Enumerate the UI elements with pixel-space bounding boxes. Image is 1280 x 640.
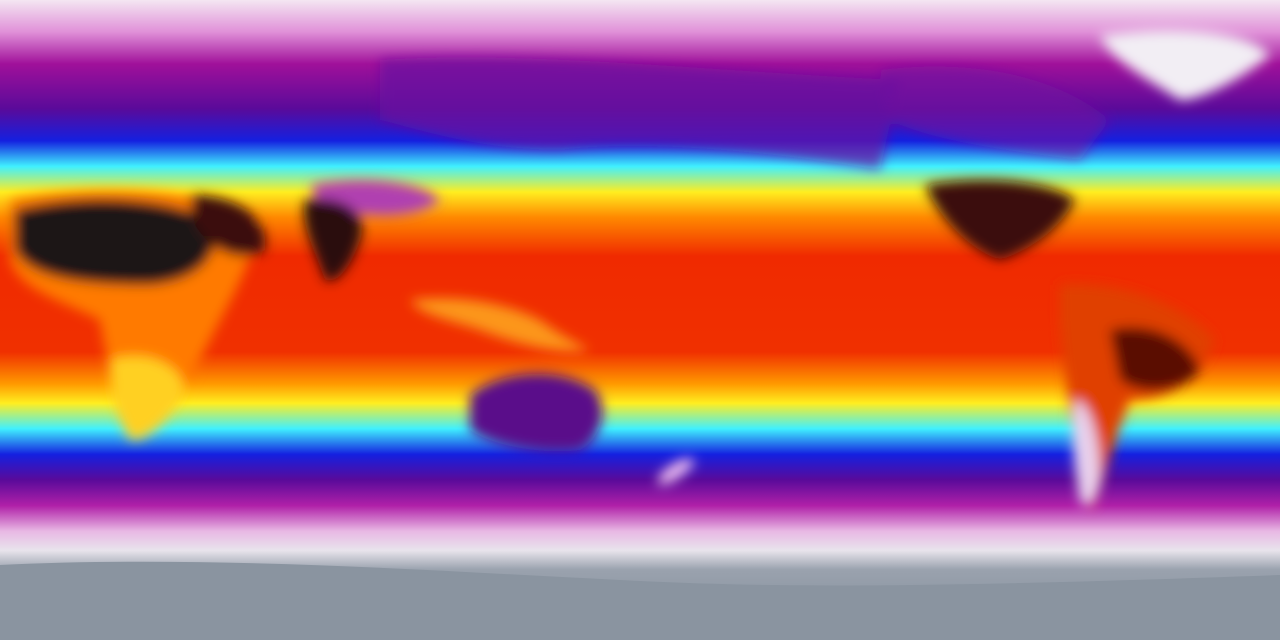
maritime-continent — [410, 298, 590, 352]
antarctica — [0, 561, 1280, 640]
india — [304, 199, 362, 281]
southern-africa — [110, 356, 185, 440]
sahara-hot-zone — [15, 199, 214, 285]
greenland — [1100, 30, 1270, 100]
eurasia-north — [380, 57, 900, 170]
amazon-hot-zone — [1110, 327, 1200, 391]
north-america-north — [880, 66, 1110, 160]
arabia — [190, 195, 266, 256]
andes — [1072, 400, 1100, 505]
north-america-south — [925, 180, 1075, 260]
australia — [470, 373, 603, 452]
new-zealand — [658, 458, 695, 485]
